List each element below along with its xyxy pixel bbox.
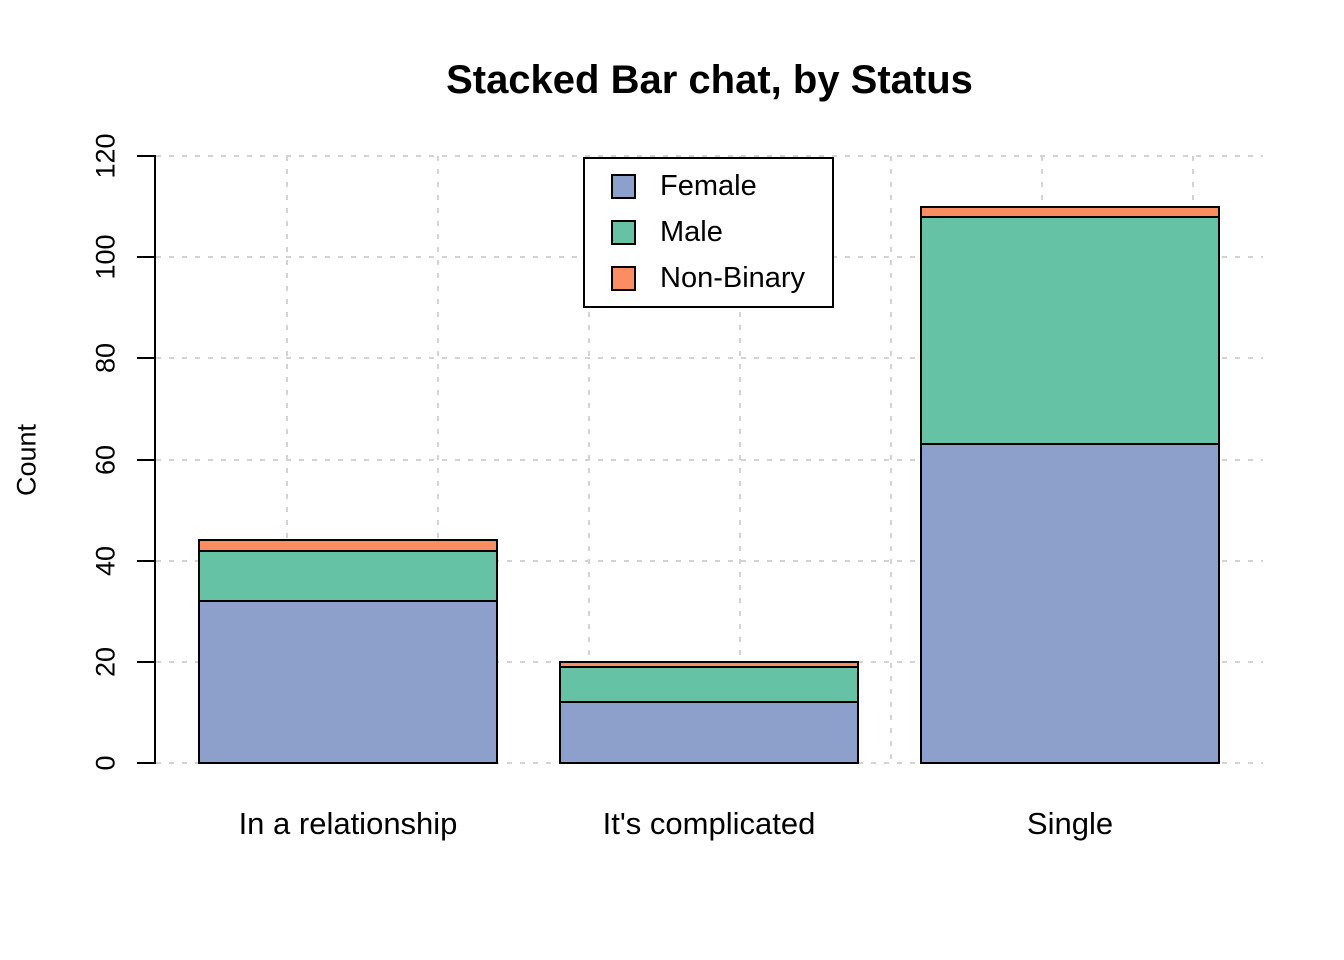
legend-swatch-female [611, 174, 636, 199]
y-tick-label: 0 [90, 755, 121, 771]
gridline-vertical [437, 156, 439, 763]
y-tick [137, 256, 155, 259]
bar-segment-male-it-s-complicated [559, 665, 859, 704]
bar-segment-female-it-s-complicated [559, 701, 859, 764]
gridline-vertical [739, 156, 741, 763]
legend-item-non-binary: Non-Binary [611, 262, 832, 295]
bar-segment-non-binary-it-s-complicated [559, 660, 859, 668]
gridline-horizontal [156, 458, 1263, 461]
y-tick-label: 40 [90, 545, 121, 576]
y-axis-line [154, 155, 156, 764]
bar-segment-non-binary-single [920, 205, 1220, 218]
x-category-label-single: Single [1026, 806, 1114, 841]
gridline-vertical [286, 156, 288, 763]
y-tick [137, 357, 155, 360]
y-tick [137, 762, 155, 764]
y-tick [137, 155, 155, 157]
legend: Female Male Non-Binary [583, 157, 834, 308]
bar-segment-female-in-a-relationship [198, 600, 498, 764]
legend-swatch-male [611, 220, 636, 245]
y-tick-label: 60 [90, 444, 121, 475]
legend-label-non-binary: Non-Binary [660, 262, 806, 294]
y-tick-label: 20 [90, 646, 121, 677]
y-tick [137, 660, 155, 663]
x-category-label-it-s-complicated: It's complicated [602, 806, 816, 841]
y-tick [137, 559, 155, 562]
gridline-vertical [588, 156, 590, 763]
gridline-horizontal [156, 357, 1263, 360]
y-tick-label: 100 [90, 234, 121, 280]
legend-item-male: Male [611, 216, 832, 249]
legend-swatch-non-binary [611, 266, 636, 291]
y-tick-label: 120 [90, 133, 121, 179]
bar-segment-male-single [920, 215, 1220, 446]
gridline-horizontal [156, 155, 1263, 157]
x-category-label-in-a-relationship: In a relationship [238, 806, 458, 841]
y-axis-label: Count [11, 423, 42, 497]
bar-segment-non-binary-in-a-relationship [198, 539, 498, 552]
y-tick-label: 80 [90, 343, 121, 374]
legend-label-male: Male [660, 216, 723, 248]
bar-segment-male-in-a-relationship [198, 549, 498, 603]
gridline-horizontal [156, 559, 1263, 562]
bar-segment-female-single [920, 443, 1220, 764]
legend-label-female: Female [660, 170, 757, 202]
legend-item-female: Female [611, 170, 832, 203]
chart-title: Stacked Bar chat, by Status [446, 58, 973, 102]
y-tick [137, 458, 155, 461]
gridline-vertical [890, 156, 892, 763]
